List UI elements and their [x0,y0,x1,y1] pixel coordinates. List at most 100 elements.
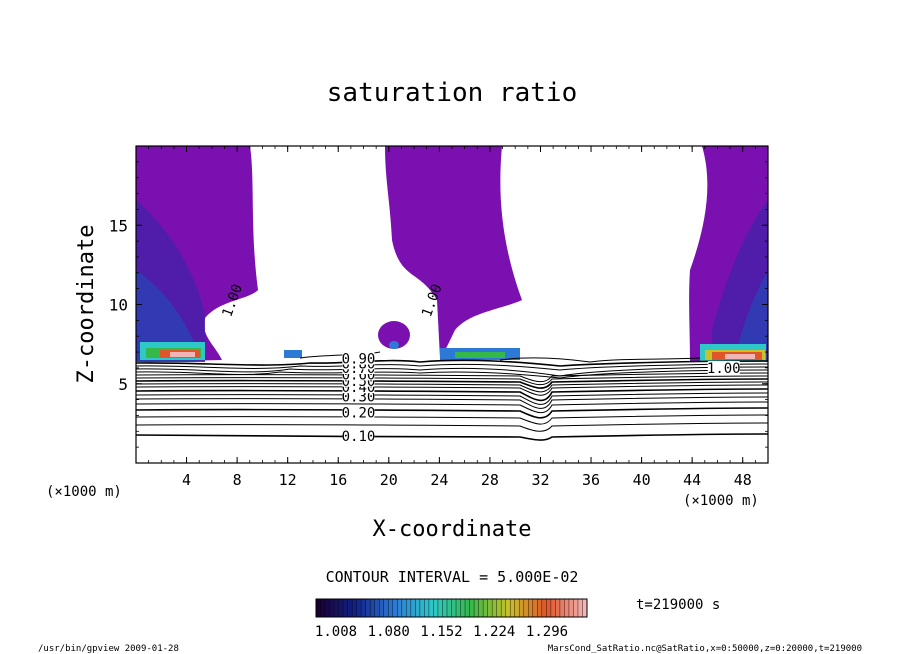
x-axis-label: X-coordinate [373,517,532,542]
x-tick-label: 48 [734,471,752,489]
time-label: t=219000 s [636,597,720,613]
colorbar-segment [410,599,416,617]
colorbar-segment [451,599,457,617]
colorbar-segment [537,599,543,617]
colorbar-segment [374,599,380,617]
colorbar-tick-label: 1.080 [368,624,410,640]
supersaturation-fill [136,146,768,362]
colorbar-tick-labels: 1.008 1.080 1.152 1.224 1.296 [315,624,568,640]
colorbar-segment [568,599,574,617]
colorbar-segment [492,599,497,617]
contour-label-bg [342,429,375,443]
colorbar-segment [555,599,561,617]
x-tick-label: 12 [279,471,297,489]
contour-label-bg [707,361,740,375]
x-tick-label: 36 [582,471,600,489]
contour-label: 0.90 [342,352,376,368]
contour-label: 0.10 [342,429,376,445]
colorbar-segment [329,599,335,617]
colorbar-segment [514,599,520,617]
colorbar-segment [424,599,430,617]
y-axis-ticks: 5 10 15 [109,145,768,464]
colorbar-segment [320,599,326,617]
colorbar-segment [316,599,321,617]
x-tick-label: 8 [233,471,242,489]
colorbar-segment [496,599,502,617]
colorbar-segment [487,599,493,617]
x-tick-label: 24 [430,471,448,489]
colorbar-segment [541,599,547,617]
colorbar-segment [519,599,525,617]
colorbar-segment [465,599,470,617]
colorbar-segment [383,599,389,617]
colorbar-segment [532,599,538,617]
x-tick-label: 44 [683,471,701,489]
colorbar-segment [469,599,475,617]
colorbar-segment [483,599,488,617]
colorbar-segment [338,599,344,617]
colorbar-segment [428,599,434,617]
contour-label: 1.00 [707,361,741,377]
y-tick-label: 10 [109,296,128,315]
colorbar-segment [392,599,398,617]
colorbar-segment [334,599,339,617]
colorbar-segment [582,599,588,617]
colorbar-segment [460,599,466,617]
x-tick-label: 4 [182,471,191,489]
colorbar-segment [546,599,552,617]
colorbar-segment [437,599,443,617]
colorbar-segment [325,599,330,617]
y-axis-label: Z-coordinate [74,225,99,384]
colorbar-segment [356,599,362,617]
colorbar-segment [397,599,403,617]
x-tick-label: 28 [481,471,499,489]
colorbar-segment [419,599,425,617]
colorbar-segment [442,599,448,617]
colorbar-segment [550,599,556,617]
colorbar-segment [401,599,407,617]
x-tick-label: 40 [633,471,651,489]
colorbar-segment [474,599,479,617]
colorbar [315,598,588,618]
colorbar-segment [478,599,484,617]
contour-label-bg [342,351,375,365]
footer-right: MarsCond_SatRatio.nc@SatRatio,x=0:50000,… [548,644,862,654]
contour-labels: 0.100.200.300.400.500.600.700.800.901.00… [219,282,741,445]
colorbar-segment [523,599,529,617]
colorbar-segment [505,599,511,617]
contour-label-bg [342,405,375,419]
colorbar-segment [361,599,366,617]
contour-lines [136,351,768,441]
y-tick-label: 5 [118,375,128,394]
colorbar-segment [559,599,565,617]
colorbar-tick-label: 1.296 [526,624,568,640]
x-tick-label: 16 [329,471,347,489]
colorbar-segment [379,599,385,617]
colorbar-segment [501,599,506,617]
colorbar-segment [415,599,421,617]
colorbar-segment [347,599,353,617]
colorbar-segment [433,599,439,617]
colorbar-segment [343,599,348,617]
contour-label: 0.20 [342,405,376,421]
colorbar-segment [406,599,412,617]
colorbar-segment [577,599,583,617]
x-axis-ticks: 4 8 12 16 20 24 28 32 36 40 44 48 [135,146,769,489]
contour-interval-label: CONTOUR INTERVAL = 5.000E-02 [326,568,579,586]
y-tick-label: 15 [109,216,128,235]
colorbar-tick-label: 1.224 [473,624,515,640]
colorbar-segment [573,599,579,617]
colorbar-segment [388,599,394,617]
colorbar-tick-label: 1.008 [315,624,357,640]
colorbar-segment [365,599,371,617]
colorbar-segment [456,599,461,617]
chart-title: saturation ratio [327,78,577,108]
contour-label: 0.30 [342,390,376,406]
y-unit-label: (×1000 m) [46,484,122,500]
colorbar-segment [446,599,452,617]
colorbar-frame [315,598,588,618]
colorbar-segment [528,599,534,617]
x-tick-label: 32 [531,471,549,489]
colorbar-segment [510,599,516,617]
